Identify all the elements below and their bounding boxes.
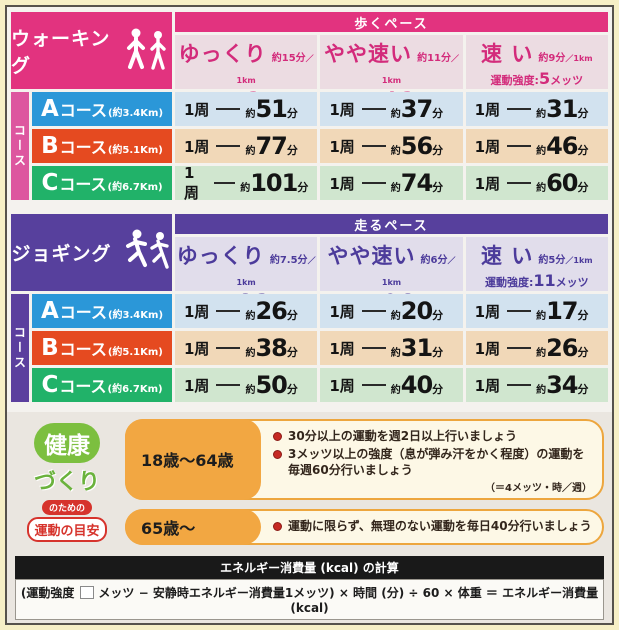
dash-line [216,384,241,386]
walking-pace-bar: 歩くペース [175,12,608,32]
walking-time-c-fast: 1周約 60 分 [465,166,608,200]
energy-title-bar: エネルギー消費量 (kcal) の計算 [15,555,604,579]
jogging-title-block: ジョギング [11,214,172,291]
jogging-table: ジョギング 走るペース ゆっくり 約7.5分／1km 運動強度:8.3メッツ や… [11,214,608,402]
jogging-time-c-slow: 1周約 50 分 [175,368,318,402]
walking-title: ウォーキング [11,27,111,77]
dash-line [507,108,532,110]
bullet-dot-icon [273,521,282,531]
course-label-a: A コース (約3.4Km) [32,294,172,328]
jogging-time-a-medium: 1周約 20 分 [320,294,463,328]
dash-line [361,145,386,147]
course-label-b: B コース (約5.1Km) [32,129,172,163]
dash-line [361,347,386,349]
walking-time-a-medium: 1周約 37 分 [320,92,463,126]
dash-line [361,108,386,110]
bullet-dot-icon [273,450,282,460]
jogging-title: ジョギング [11,243,112,265]
dash-line [361,182,386,184]
dash-line [507,347,532,349]
walking-time-b-medium: 1周約 56 分 [320,129,463,163]
walking-pace-header-slow: ゆっくり 約15分／1km 運動強度:3メッツ [175,35,318,107]
jogging-time-b-medium: 1周約 31 分 [320,331,463,365]
guideline-note: （＝4メッツ・時／週） [485,482,592,494]
course-label-b: B コース (約5.1Km) [32,331,172,365]
guideline-65plus: 65歳～ 運動に限らず、無理のない運動を毎日40分行いましょう [125,508,604,545]
course-label-c: C コース (約6.7Km) [32,368,172,402]
dash-line [507,182,532,184]
walking-pace-header-medium: やや速い 約11分／1km 運動強度:4.3メッツ [320,35,463,107]
dash-line [507,310,532,312]
jogging-time-a-slow: 1周約 26 分 [175,294,318,328]
walking-pace-header-fast: 速 い 約9分／1km 運動強度:5メッツ [465,35,608,89]
course-label-a: A コース (約3.4Km) [32,92,172,126]
dash-line [216,347,241,349]
jogging-time-c-medium: 1周約 40 分 [320,368,463,402]
poster-panel: ウォーキング 歩くペース ゆっくり 約15分／1km 運動強度:3メッツ やや速… [5,5,614,625]
jogging-time-c-fast: 1周約 34 分 [465,368,608,402]
walking-title-block: ウォーキング [11,12,172,89]
guideline-bullet: 30分以上の運動を週2日以上行いましょう [273,428,592,444]
logo-undou-meyasu: 運動の目安 [27,517,107,542]
logo-zukuri: づくり [33,470,100,495]
energy-formula: (運動強度 メッツ − 安静時エネルギー消費量1メッツ) × 時間 (分) ÷ 6… [15,578,604,620]
bullet-dot-icon [273,432,282,441]
jogging-pace-header-medium: やや速い 約6分／1km 運動強度:9.8メッツ [320,237,463,309]
dash-line [216,145,241,147]
jogging-pace-header-slow: ゆっくり 約7.5分／1km 運動強度:8.3メッツ [175,237,318,309]
walking-time-b-slow: 1周約 77 分 [175,129,318,163]
dash-line [507,384,532,386]
age-range-label: 18歳～64歳 [125,419,261,500]
guideline-18-64: 18歳～64歳 30分以上の運動を週2日以上行いましょう 3メッツ以上の強度（息… [125,419,604,500]
logo-notameno: のための [41,500,92,515]
jogging-pace-bar: 走るペース [175,214,608,234]
course-label-c: C コース (約6.7Km) [32,166,172,200]
jogging-pace-header-fast: 速 い 約5分／1km 運動強度:11メッツ [465,237,608,291]
jogging-time-a-fast: 1周約 17 分 [465,294,608,328]
walking-people-icon [120,27,172,75]
mets-input-box [80,585,95,599]
walking-course-strip: コース [11,92,29,200]
health-logo: 健康 づくり のための 運動の目安 [15,419,119,554]
age-range-label: 65歳～ [125,508,261,545]
jogging-time-b-slow: 1周約 38 分 [175,331,318,365]
walking-time-b-fast: 1周約 46 分 [465,129,608,163]
dash-line [213,182,236,184]
walking-time-a-fast: 1周約 31 分 [465,92,608,126]
dash-line [361,310,386,312]
jogging-course-strip: コース [11,294,29,402]
dash-line [507,145,532,147]
walking-table: ウォーキング 歩くペース ゆっくり 約15分／1km 運動強度:3メッツ やや速… [11,12,608,202]
walking-time-a-slow: 1周約 51 分 [175,92,318,126]
walking-time-c-slow: 1周約 101 分 [175,164,318,202]
walking-time-c-medium: 1周約 74 分 [320,166,463,200]
dash-line [216,310,241,312]
guidelines-section: 健康 づくり のための 運動の目安 18歳～64歳 30分以上の運動を週2日以上… [7,412,612,623]
jogging-time-b-fast: 1周約 26 分 [465,331,608,365]
dash-line [361,384,386,386]
guideline-bullet: 3メッツ以上の強度（息が弾み汗をかく程度）の運動を毎週60分行いましょう [273,446,592,478]
logo-kenkou: 健康 [34,423,100,463]
guideline-bullet: 運動に限らず、無理のない運動を毎日40分行いましょう [273,518,592,534]
dash-line [216,108,241,110]
jogging-people-icon [120,229,172,277]
